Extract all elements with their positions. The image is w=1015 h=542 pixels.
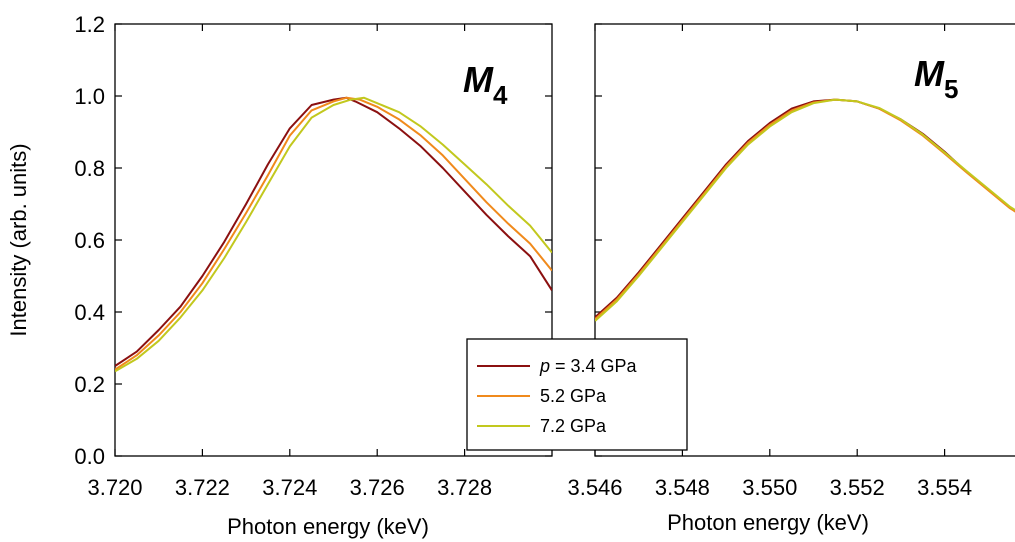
series-line-m4-0	[115, 96, 552, 367]
series-layer-m5	[595, 98, 1015, 322]
x-tick-label-m4: 3.722	[175, 475, 230, 500]
x-tick-label-m4: 3.724	[262, 475, 317, 500]
panel-label-m5: M5	[914, 53, 958, 104]
y-tick-label-m4: 0.4	[74, 300, 105, 325]
x-tick-label-m5: 3.554	[917, 475, 972, 500]
legend-entries: p = 3.4 GPa 5.2 GPa 7.2 GPa	[477, 356, 638, 436]
panel-m5: 3.546 3.548 3.550 3.552 3.554 M5 Photon ener…	[567, 23, 1015, 535]
x-tick-label-m5: 3.546	[567, 475, 622, 500]
y-tick-label-m4: 0.8	[74, 156, 105, 181]
series-line-m4-1	[115, 96, 552, 371]
x-tick-label-m4: 3.726	[350, 475, 405, 500]
legend-label: 7.2 GPa	[540, 416, 607, 436]
x-tick-label-m5: 3.548	[655, 475, 710, 500]
series-layer-m4	[115, 96, 552, 373]
y-tick-label-m4: 1.2	[74, 12, 105, 37]
ticks-m4: 3.720 3.722 3.724 3.726 3.728 0.0 0.2 0.4 0.6 0.8…	[74, 12, 552, 500]
legend-label: p = 3.4 GPa	[539, 356, 638, 376]
panel-label-m4: M4	[463, 59, 508, 110]
ticks-m5: 3.546 3.548 3.550 3.552 3.554	[567, 23, 972, 500]
x-tick-label-m4: 3.728	[437, 475, 492, 500]
y-tick-label-m4: 0.2	[74, 372, 105, 397]
series-line-m5-2	[595, 98, 1015, 322]
legend: p = 3.4 GPa 5.2 GPa 7.2 GPa	[466, 338, 688, 451]
y-tick-label-m4: 0.6	[74, 228, 105, 253]
x-axis-title-m4: Photon energy (keV)	[227, 514, 429, 539]
y-tick-label-m4: 1.0	[74, 84, 105, 109]
legend-box	[466, 338, 688, 451]
x-tick-label-m5: 3.550	[742, 475, 797, 500]
y-axis-title: Intensity (arb. units)	[6, 143, 31, 336]
x-tick-label-m5: 3.552	[830, 475, 885, 500]
legend-label: 5.2 GPa	[540, 386, 607, 406]
x-axis-title-m5: Photon energy (keV)	[667, 510, 869, 535]
series-line-m5-0	[595, 98, 1015, 319]
panel-m4: 3.720 3.722 3.724 3.726 3.728 0.0 0.2 0.4 0.6 0.8…	[6, 12, 553, 539]
series-line-m4-2	[115, 96, 552, 373]
series-line-m5-1	[595, 98, 1015, 320]
y-tick-label-m4: 0.0	[74, 444, 105, 469]
x-tick-label-m4: 3.720	[87, 475, 142, 500]
